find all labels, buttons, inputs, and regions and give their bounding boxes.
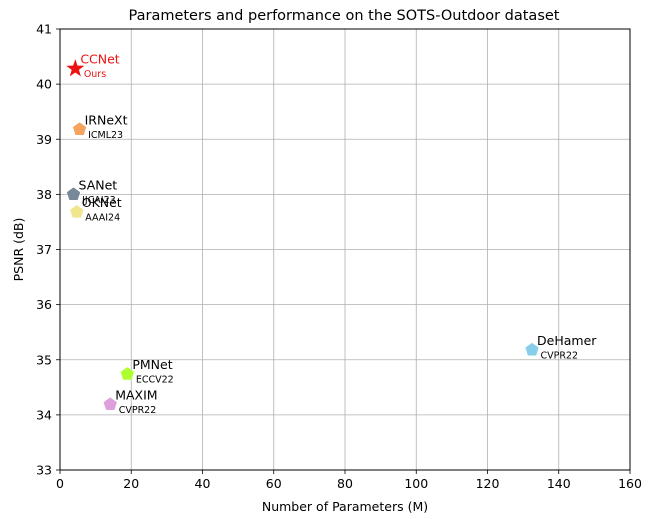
x-tick-label: 20 bbox=[123, 476, 139, 491]
y-tick-label: 33 bbox=[36, 463, 52, 478]
point-irnext: IRNeXt ICML23 bbox=[72, 112, 128, 141]
x-tick-label: 120 bbox=[476, 476, 500, 491]
point-name-label: SANet bbox=[79, 177, 118, 192]
point-dehamer: DeHamer CVPR22 bbox=[525, 333, 597, 361]
point-venue-label: CVPR22 bbox=[541, 350, 579, 361]
y-tick-label: 37 bbox=[36, 242, 52, 257]
chart-title: Parameters and performance on the SOTS-O… bbox=[129, 8, 560, 24]
point-name-label: OKNet bbox=[82, 195, 122, 210]
point-oknet: OKNet AAAI24 bbox=[70, 195, 122, 224]
point-marker bbox=[525, 342, 539, 356]
x-tick-label: 40 bbox=[195, 476, 211, 491]
point-name-label: DeHamer bbox=[537, 333, 597, 348]
x-tick-label: 80 bbox=[337, 476, 353, 491]
point-venue-label: IJCAI23 bbox=[82, 195, 116, 206]
point-maxim: MAXIM CVPR22 bbox=[103, 387, 158, 416]
y-tick-label: 39 bbox=[36, 132, 52, 147]
y-tick-label: 38 bbox=[36, 187, 52, 202]
y-tick-label: 40 bbox=[36, 77, 52, 92]
y-tick-label: 35 bbox=[36, 352, 52, 367]
y-tick-label: 34 bbox=[36, 407, 52, 422]
x-tick-label: 100 bbox=[404, 476, 428, 491]
y-tick-label: 41 bbox=[36, 22, 52, 37]
point-venue-label: ICML23 bbox=[88, 130, 123, 141]
x-tick-label: 160 bbox=[618, 476, 642, 491]
x-tick-label: 140 bbox=[547, 476, 571, 491]
point-name-label: IRNeXt bbox=[85, 112, 128, 127]
point-marker bbox=[70, 205, 84, 218]
point-venue-label: ECCV22 bbox=[136, 375, 174, 386]
grid-lines bbox=[59, 28, 631, 471]
y-tick-label: 36 bbox=[36, 297, 52, 312]
point-marker bbox=[120, 367, 134, 380]
point-marker-star bbox=[66, 59, 85, 77]
x-tick-label: 60 bbox=[266, 476, 282, 491]
point-name-label: CCNet bbox=[80, 52, 119, 67]
y-axis-label: PSNR (dB) bbox=[11, 218, 26, 282]
x-axis-label: Number of Parameters (M) bbox=[262, 499, 428, 514]
point-pmnet: PMNet ECCV22 bbox=[120, 357, 174, 386]
x-tick-label: 0 bbox=[56, 476, 64, 491]
point-sanet: SANet IJCAI23 bbox=[66, 177, 118, 206]
point-ccnet: CCNet Ours bbox=[66, 52, 120, 80]
point-marker bbox=[66, 187, 81, 201]
point-marker bbox=[103, 397, 117, 411]
point-venue-label: Ours bbox=[84, 69, 106, 80]
point-marker bbox=[72, 122, 87, 135]
point-name-label: MAXIM bbox=[115, 387, 157, 402]
point-venue-label: AAAI24 bbox=[85, 213, 120, 224]
point-name-label: PMNet bbox=[132, 357, 172, 372]
axis-ticks: 0 20 40 60 80 100 120 140 160 33 34 35 36 37 38 39 40 41 bbox=[36, 22, 642, 492]
point-venue-label: CVPR22 bbox=[119, 405, 157, 416]
